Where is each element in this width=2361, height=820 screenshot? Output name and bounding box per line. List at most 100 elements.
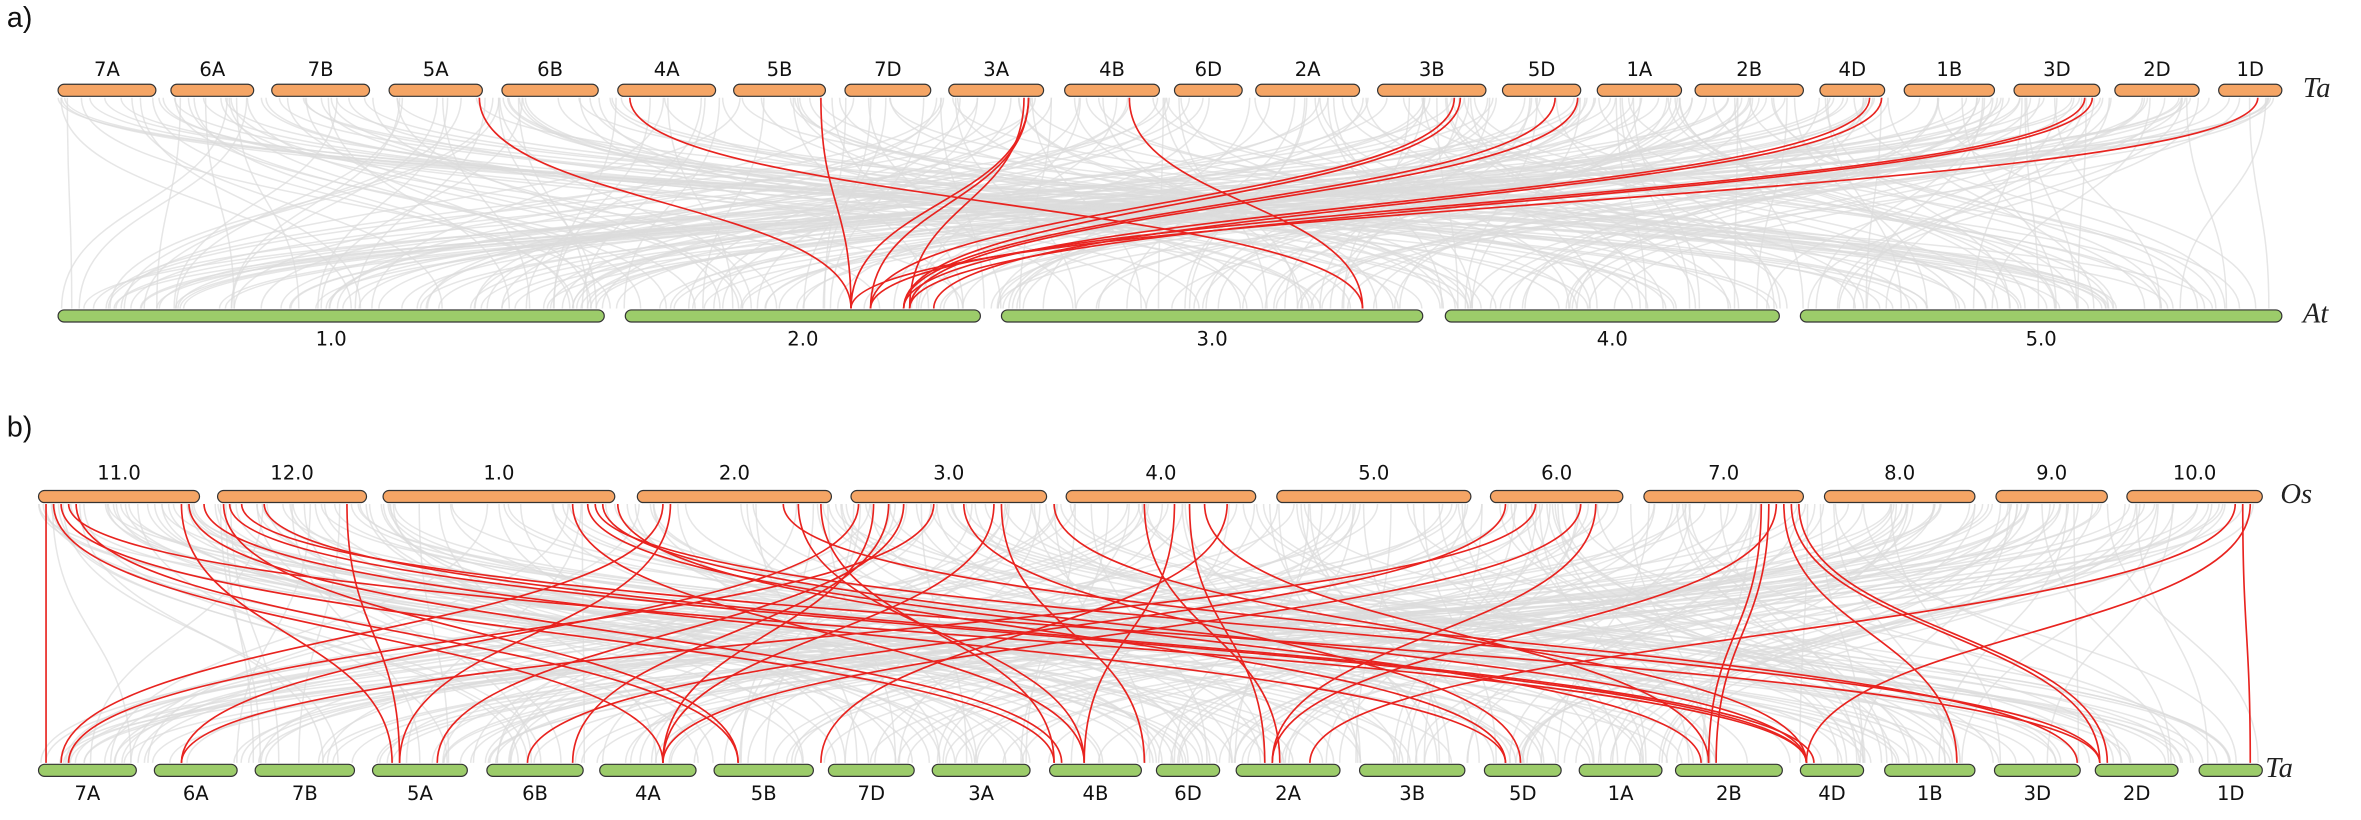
link — [551, 504, 1900, 763]
link — [191, 504, 1397, 763]
link — [611, 97, 1966, 309]
chromosome-label: 1A — [1608, 782, 1634, 805]
link — [1467, 504, 1691, 763]
link — [74, 504, 1453, 763]
link — [2041, 504, 2172, 763]
chromosome-bar — [1823, 489, 1976, 504]
chromosome-label: 7B — [292, 782, 318, 805]
link — [1597, 504, 1976, 763]
link — [1799, 504, 1809, 763]
link — [828, 504, 1843, 763]
link — [66, 97, 73, 309]
link — [2241, 504, 2252, 763]
link — [1936, 97, 2257, 309]
chromosome-bar — [1799, 763, 1865, 777]
chromosome-bar — [388, 83, 483, 97]
chromosome-bar — [2218, 83, 2283, 97]
link — [105, 97, 943, 309]
link — [874, 504, 1344, 763]
link — [893, 97, 1118, 309]
link — [589, 97, 1248, 309]
link — [908, 97, 1579, 309]
link — [1627, 97, 2241, 309]
chromosome-bar — [1993, 763, 2081, 777]
link — [175, 97, 404, 309]
chromosome-label: 1D — [2217, 782, 2245, 805]
chromosome-label: 5D — [1528, 58, 1556, 81]
link — [816, 504, 1189, 763]
chromosome-bar — [1444, 309, 1780, 323]
chromosome-label: 5D — [1509, 782, 1537, 805]
link — [850, 97, 2259, 309]
link — [1624, 504, 2094, 763]
link — [1756, 97, 1788, 309]
link — [902, 97, 1462, 309]
chromosome-bar — [153, 763, 238, 777]
link — [1563, 504, 2051, 763]
link — [317, 97, 449, 309]
chromosome-bar — [844, 83, 932, 97]
link — [869, 97, 2086, 309]
link — [908, 97, 2094, 309]
link — [1798, 504, 2109, 763]
link — [173, 97, 338, 309]
chromosome-bar — [170, 83, 255, 97]
link — [629, 504, 1279, 763]
link — [1613, 97, 2166, 309]
chromosome-label: 3A — [983, 58, 1009, 81]
chromosome-bar — [1501, 83, 1582, 97]
link — [850, 97, 1030, 309]
chromosome-label: 10.0 — [2173, 461, 2217, 484]
chromosome-label: 1B — [1936, 58, 1962, 81]
link — [623, 97, 721, 309]
chromosome-label: 4D — [1839, 58, 1867, 81]
link — [357, 504, 2184, 763]
link — [1715, 504, 1770, 763]
chromosome-label: 3D — [2024, 782, 2052, 805]
link — [1499, 504, 1894, 763]
chromosome-label: 1.0 — [316, 328, 347, 351]
link — [327, 97, 511, 309]
chromosome-bar — [371, 763, 468, 777]
chromosome-label: 6B — [522, 782, 548, 805]
chromosome-label: 6D — [1195, 58, 1223, 81]
link — [703, 97, 2210, 309]
chromosome-bar — [713, 763, 814, 777]
chromosome-label: 4B — [1099, 58, 1125, 81]
chromosome-label: 9.0 — [2036, 461, 2067, 484]
link — [78, 97, 248, 309]
link — [662, 504, 875, 763]
link — [1568, 97, 1940, 309]
link — [1555, 97, 1781, 309]
chromosome-label: 1A — [1626, 58, 1652, 81]
chromosome-label: 7A — [75, 782, 101, 805]
chromosome-bar — [1674, 763, 1783, 777]
chromosome-label: 4.0 — [1597, 328, 1628, 351]
chromosome-bar — [382, 489, 616, 504]
link — [346, 504, 401, 763]
link — [103, 504, 871, 763]
chromosome-label: 5.0 — [2026, 328, 2057, 351]
chromosome-label: 1B — [1917, 782, 1943, 805]
link — [286, 97, 744, 309]
link — [143, 97, 462, 309]
link — [1961, 504, 2159, 763]
link — [952, 97, 2079, 309]
link — [820, 504, 1055, 763]
link — [1862, 504, 2170, 763]
chromosome-bar — [1799, 309, 2283, 323]
link — [1833, 504, 1946, 763]
link — [2135, 504, 2209, 763]
link — [1060, 504, 2231, 763]
link — [174, 97, 696, 309]
link — [571, 504, 890, 763]
link — [1203, 504, 1710, 763]
link — [371, 97, 665, 309]
link — [2179, 97, 2267, 309]
link — [1296, 504, 1595, 763]
link — [193, 504, 1591, 763]
link — [218, 97, 2180, 309]
panel-label: b) — [7, 411, 32, 443]
link — [503, 504, 1872, 763]
